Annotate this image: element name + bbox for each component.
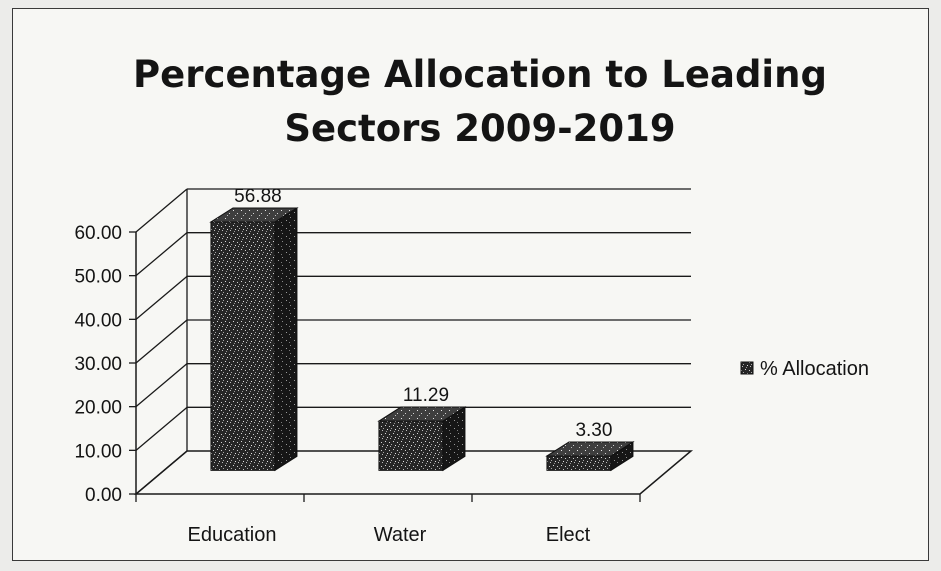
y-axis-ticks: 0.00 10.00 20.00 30.00 40.00 50.00 60.00 (74, 223, 122, 506)
y-tick-label: 0.00 (85, 485, 122, 506)
data-label: 3.30 (575, 420, 612, 441)
data-label: 11.29 (403, 385, 449, 406)
y-tick-label: 20.00 (74, 398, 122, 419)
y-tick-label: 50.00 (74, 267, 122, 288)
legend-label: % Allocation (760, 358, 869, 380)
gridline-side (135, 275, 188, 320)
axes (129, 189, 694, 502)
bar-elect (545, 441, 635, 472)
bar-side-face (274, 207, 298, 472)
bar-front-face (546, 455, 612, 471)
gridline-side (135, 319, 188, 364)
chart-title-line-2: Sectors 2009-2019 (284, 107, 675, 150)
x-category-label: Education (188, 524, 277, 546)
gridline-side (135, 363, 188, 408)
bars (209, 207, 635, 472)
bar-education (209, 207, 299, 472)
bar-front-face (210, 221, 276, 471)
data-label: 56.88 (234, 186, 282, 207)
gridline-side (135, 188, 188, 233)
legend: % Allocation (740, 358, 869, 380)
legend-swatch (740, 361, 754, 375)
x-category-label: Water (374, 524, 427, 546)
bar-top-face (209, 207, 299, 223)
y-tick-label: 40.00 (74, 310, 122, 331)
y-tick-label: 60.00 (74, 223, 122, 244)
gridline-side (135, 406, 188, 451)
y-tick-label: 10.00 (74, 441, 122, 462)
x-axis-categories: Education Water Elect (188, 524, 591, 546)
bar-front-face (378, 420, 444, 471)
data-labels: 56.88 11.29 3.30 (234, 186, 612, 441)
chart-title-line-1: Percentage Allocation to Leading (133, 53, 827, 96)
bar-top-face (377, 406, 467, 422)
x-category-label: Elect (546, 524, 591, 546)
bar-water (377, 406, 467, 472)
bar-top-face (545, 441, 635, 457)
gridline-side (135, 232, 188, 277)
y-tick-label: 30.00 (74, 354, 122, 375)
